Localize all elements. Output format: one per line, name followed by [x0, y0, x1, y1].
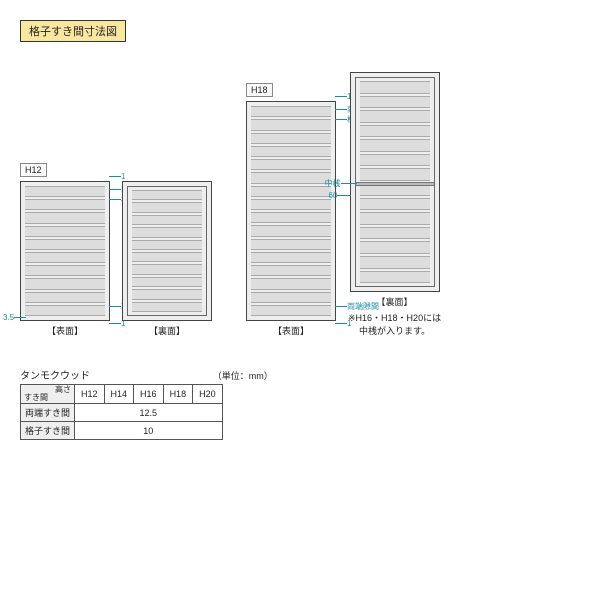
h18-mid-label: 中桟	[325, 179, 341, 188]
h12-back-panel	[122, 181, 212, 321]
row1-label: 両端すき間	[21, 404, 75, 422]
col-h18: H18	[163, 385, 193, 404]
table-area: タンモクウッド （単位：mm） 高さ すき間 H12 H14 H16 H18 H…	[20, 367, 580, 440]
col-h20: H20	[193, 385, 223, 404]
h12-front-panel: 1 両端隙間 格子隙間 両端隙間 1 3.5	[20, 181, 110, 321]
h12-annot-1: 1	[121, 172, 125, 181]
h18-front-caption: 【表面】	[273, 324, 309, 337]
mid-bar	[356, 182, 434, 186]
row2-label: 格子すき間	[21, 422, 75, 440]
h18-back-caption: 【裏面】	[377, 295, 413, 308]
col-h12: H12	[75, 385, 105, 404]
h12-front-caption: 【表面】	[47, 324, 83, 337]
h18-back-panel: 中桟 60	[350, 72, 440, 292]
diagram-row: H12 1 両端隙間 格子隙間 両端隙間 1 3.5 【表面】	[20, 72, 580, 337]
h18-front-panel: 1 両端隙間 格子隙間 両端隙間 1	[246, 101, 336, 321]
section-title: 格子すき間寸法図	[20, 20, 126, 42]
table-units: （単位：mm）	[213, 371, 273, 381]
table-title: タンモクウッド	[20, 371, 90, 382]
h12-back-caption: 【裏面】	[149, 324, 185, 337]
h12-front-col: H12 1 両端隙間 格子隙間 両端隙間 1 3.5 【表面】	[20, 163, 110, 337]
col-h16: H16	[134, 385, 164, 404]
row1-value: 12.5	[75, 404, 223, 422]
h18-mid-value: 60	[329, 191, 338, 200]
h12-label: H12	[20, 163, 47, 177]
h12-left-dim: 3.5	[3, 313, 14, 322]
h18-note: ※H16・H18・H20には 中桟が入ります。	[348, 311, 441, 337]
table-diag: 高さ すき間	[21, 385, 75, 404]
h18-back-col: 中桟 60 【裏面】 ※H16・H18・H20には 中桟が入ります。	[348, 72, 441, 337]
h18-front-col: H18 1 両端隙間 格子隙間 両端隙間 1 【表面】	[246, 83, 336, 337]
h12-back-col: 【裏面】	[122, 181, 212, 337]
h18-label: H18	[246, 83, 273, 97]
gap-table: 高さ すき間 H12 H14 H16 H18 H20 両端すき間 12.5 格子…	[20, 384, 223, 440]
col-h14: H14	[104, 385, 134, 404]
row2-value: 10	[75, 422, 223, 440]
